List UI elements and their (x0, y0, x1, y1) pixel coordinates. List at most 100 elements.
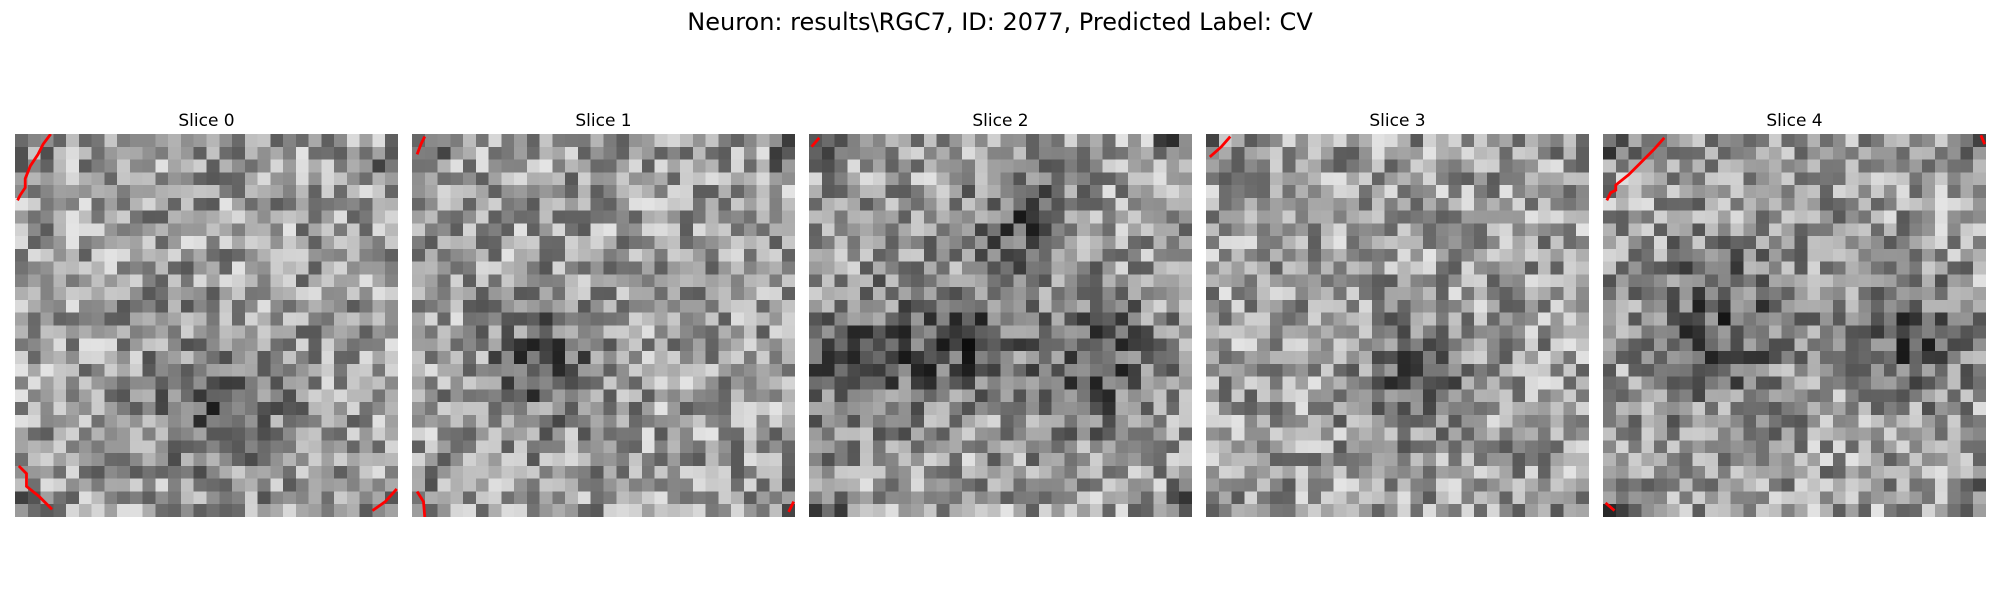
pixel (782, 376, 795, 390)
pixel (334, 159, 348, 173)
pixel (1845, 453, 1859, 467)
pixel (1947, 261, 1961, 275)
pixel (974, 402, 988, 416)
pixel (463, 274, 477, 288)
pixel (692, 338, 706, 352)
pixel (1896, 453, 1910, 467)
pixel (1397, 223, 1411, 237)
pixel (936, 478, 950, 492)
pixel (629, 376, 643, 390)
pixel (1206, 287, 1220, 301)
pixel (1692, 287, 1706, 301)
pixel (680, 402, 694, 416)
pixel (1359, 299, 1373, 313)
pixel (1781, 491, 1795, 505)
pixel (1077, 172, 1091, 186)
pixel (117, 159, 131, 173)
pixel (987, 465, 1001, 479)
pixel (346, 402, 360, 416)
pixel (1896, 427, 1910, 441)
pixel (1153, 185, 1167, 199)
pixel (1013, 491, 1027, 505)
pixel (667, 478, 681, 492)
pixel (1922, 261, 1936, 275)
pixel (412, 453, 426, 467)
pixel (577, 363, 591, 377)
pixel (1013, 236, 1027, 250)
pixel (91, 274, 105, 288)
pixel (1563, 478, 1577, 492)
pixel (475, 312, 489, 326)
pixel (1934, 248, 1948, 262)
pixel (834, 453, 848, 467)
pixel (1000, 172, 1014, 186)
pixel (1960, 402, 1974, 416)
pixel (385, 223, 398, 237)
pixel (526, 338, 540, 352)
pixel (1717, 185, 1731, 199)
pixel (321, 325, 335, 339)
pixel (756, 287, 770, 301)
pixel (1320, 146, 1334, 160)
pixel (898, 248, 912, 262)
pixel (1308, 440, 1322, 454)
pixel (321, 236, 335, 250)
pixel (756, 491, 770, 505)
pixel (1499, 427, 1513, 441)
pixel (1269, 414, 1283, 428)
pixel (1231, 440, 1245, 454)
pixel (1654, 363, 1668, 377)
pixel (1960, 172, 1974, 186)
pixel (987, 351, 1001, 365)
pixel (1179, 287, 1192, 301)
pixel (15, 159, 29, 173)
pixel (424, 402, 438, 416)
pixel (257, 223, 271, 237)
pixel (949, 414, 963, 428)
pixel (463, 478, 477, 492)
pixel (1308, 453, 1322, 467)
pixel (308, 478, 322, 492)
pixel (552, 185, 566, 199)
pixel (1692, 376, 1706, 390)
pixel (962, 402, 976, 416)
pixel (590, 223, 604, 237)
pixel (450, 134, 464, 148)
pixel (1603, 197, 1617, 211)
pixel (1384, 159, 1398, 173)
pixel (692, 440, 706, 454)
pixel (743, 325, 757, 339)
pixel (1486, 236, 1500, 250)
pixel (962, 134, 976, 148)
pixel (1922, 210, 1936, 224)
pixel (1550, 376, 1564, 390)
pixel (66, 504, 80, 517)
pixel (117, 146, 131, 160)
pixel (847, 338, 861, 352)
pixel (1474, 146, 1488, 160)
pixel (756, 427, 770, 441)
pixel (1333, 453, 1347, 467)
pixel (1179, 402, 1192, 416)
pixel (885, 351, 899, 365)
pixel (424, 172, 438, 186)
pixel (1692, 402, 1706, 416)
pixel (526, 210, 540, 224)
pixel (1820, 325, 1834, 339)
pixel (1960, 159, 1974, 173)
pixel (1756, 223, 1770, 237)
pixel (257, 440, 271, 454)
pixel (1692, 134, 1706, 148)
pixel (1499, 287, 1513, 301)
pixel (180, 440, 194, 454)
pixel (514, 261, 528, 275)
pixel (769, 504, 783, 517)
pixel (1692, 172, 1706, 186)
pixel (552, 325, 566, 339)
pixel (629, 185, 643, 199)
pixel (1423, 236, 1437, 250)
pixel (1781, 210, 1795, 224)
pixel (1051, 312, 1065, 326)
pixel (359, 402, 373, 416)
pixel (1730, 248, 1744, 262)
